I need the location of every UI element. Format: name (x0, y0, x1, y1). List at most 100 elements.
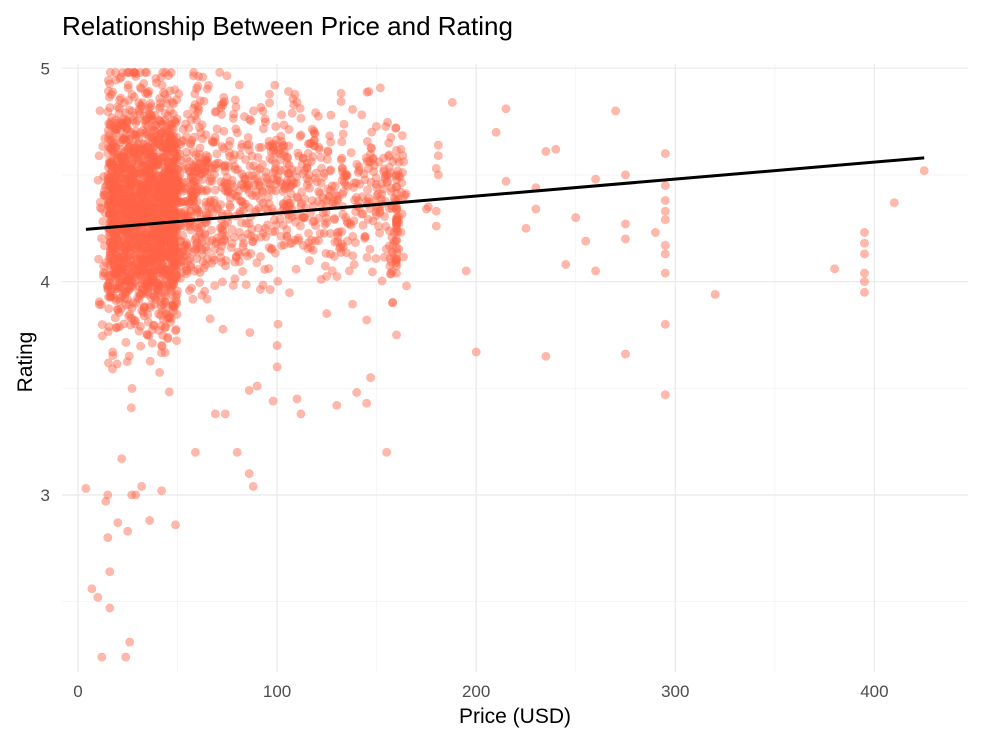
data-point (116, 241, 126, 251)
data-point (131, 272, 141, 282)
data-point (111, 165, 121, 175)
data-point (116, 135, 126, 145)
data-point (104, 322, 114, 332)
data-point (431, 164, 441, 174)
data-point (119, 161, 129, 171)
data-point (137, 275, 147, 285)
data-point (208, 253, 218, 263)
data-point (461, 266, 471, 276)
data-point (177, 137, 187, 147)
data-point (116, 72, 126, 82)
data-point (143, 279, 153, 289)
data-point (150, 159, 160, 169)
data-point (130, 243, 140, 253)
data-point (120, 259, 130, 269)
data-point (168, 240, 178, 250)
data-point (322, 309, 332, 319)
data-point (116, 263, 126, 273)
data-point (119, 180, 129, 190)
data-point (139, 210, 149, 220)
data-point (163, 174, 173, 184)
data-point (118, 199, 128, 209)
data-point (121, 205, 131, 215)
data-point (158, 248, 168, 258)
data-point (337, 153, 347, 163)
data-point (125, 179, 135, 189)
data-point (130, 233, 140, 243)
data-point (166, 68, 176, 78)
data-point (216, 200, 226, 210)
data-point (431, 221, 441, 231)
data-point (147, 171, 157, 181)
data-point (660, 319, 670, 329)
data-point (123, 252, 133, 262)
data-point (166, 120, 176, 130)
data-point (123, 177, 133, 187)
data-point (166, 283, 176, 293)
data-point (119, 275, 129, 285)
data-point (111, 142, 121, 152)
data-point (220, 160, 230, 170)
data-point (115, 255, 125, 265)
data-point (232, 128, 242, 138)
data-point (859, 268, 869, 278)
data-point (136, 163, 146, 173)
data-point (166, 200, 176, 210)
data-point (165, 187, 175, 197)
data-point (163, 170, 173, 180)
data-point (363, 164, 373, 174)
data-point (323, 146, 333, 156)
data-point (125, 235, 135, 245)
data-point (156, 310, 166, 320)
data-point (122, 209, 132, 219)
data-point (115, 209, 125, 219)
data-point (122, 215, 132, 225)
data-point (118, 155, 128, 165)
data-point (140, 229, 150, 239)
data-point (336, 97, 346, 107)
data-point (166, 209, 176, 219)
data-point (119, 147, 129, 157)
data-point (591, 174, 601, 184)
data-point (142, 205, 152, 215)
data-point (107, 204, 117, 214)
data-point (142, 114, 152, 124)
data-point (215, 68, 225, 78)
data-point (126, 174, 136, 184)
data-point (224, 141, 234, 151)
data-point (221, 256, 231, 266)
data-point (175, 249, 185, 259)
data-point (115, 207, 125, 217)
data-point (109, 249, 119, 259)
data-point (501, 104, 511, 114)
data-point (106, 203, 116, 213)
data-point (260, 117, 270, 127)
data-point (127, 303, 137, 313)
data-point (144, 103, 154, 113)
data-point (108, 211, 118, 221)
data-point (145, 153, 155, 163)
data-point (272, 362, 282, 372)
data-point (138, 266, 148, 276)
data-point (159, 169, 169, 179)
data-point (170, 171, 180, 181)
data-point (171, 326, 181, 336)
data-point (122, 357, 132, 367)
data-point (143, 264, 153, 274)
data-point (268, 143, 278, 153)
data-point (135, 251, 145, 261)
data-point (239, 238, 249, 248)
data-point (156, 263, 166, 273)
data-point (156, 98, 166, 108)
data-point (116, 173, 126, 183)
data-point (267, 204, 277, 214)
data-point (110, 244, 120, 254)
data-point (163, 332, 173, 342)
data-point (170, 230, 180, 240)
data-point (123, 144, 133, 154)
data-point (147, 114, 157, 124)
data-point (109, 268, 119, 278)
data-point (521, 223, 531, 233)
data-point (272, 341, 282, 351)
data-point (129, 147, 139, 157)
